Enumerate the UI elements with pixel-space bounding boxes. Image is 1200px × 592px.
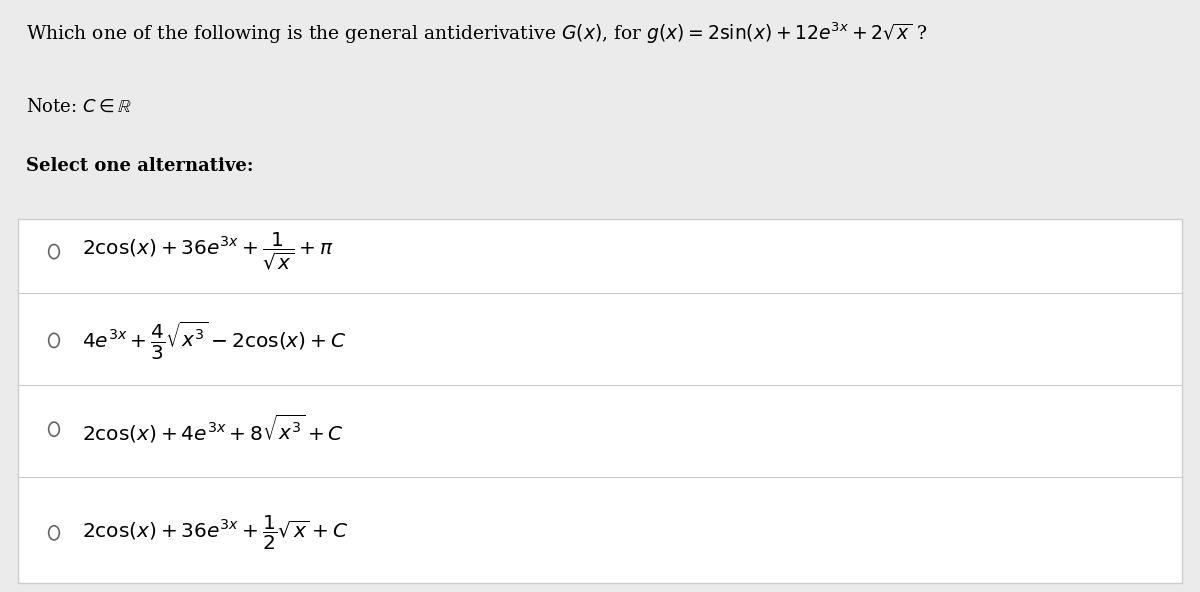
Text: Which one of the following is the general antiderivative $G(x)$, for $g(x) = 2\s: Which one of the following is the genera… — [26, 21, 928, 46]
FancyBboxPatch shape — [18, 219, 1182, 583]
Text: Select one alternative:: Select one alternative: — [26, 157, 254, 175]
Text: $2\cos(x) + 4e^{3x} + 8\sqrt{x^3} + C$: $2\cos(x) + 4e^{3x} + 8\sqrt{x^3} + C$ — [82, 413, 343, 445]
Text: Note: $C \in \mathbb{R}$: Note: $C \in \mathbb{R}$ — [26, 98, 132, 115]
Text: $2\cos(x) + 36e^{3x} + \dfrac{1}{\sqrt{x}} + \pi$: $2\cos(x) + 36e^{3x} + \dfrac{1}{\sqrt{x… — [82, 231, 334, 272]
Text: $2\cos(x) + 36e^{3x} + \dfrac{1}{2}\sqrt{x} + C$: $2\cos(x) + 36e^{3x} + \dfrac{1}{2}\sqrt… — [82, 514, 348, 552]
Text: $4e^{3x} + \dfrac{4}{3}\sqrt{x^3} - 2\cos(x) + C$: $4e^{3x} + \dfrac{4}{3}\sqrt{x^3} - 2\co… — [82, 319, 346, 362]
